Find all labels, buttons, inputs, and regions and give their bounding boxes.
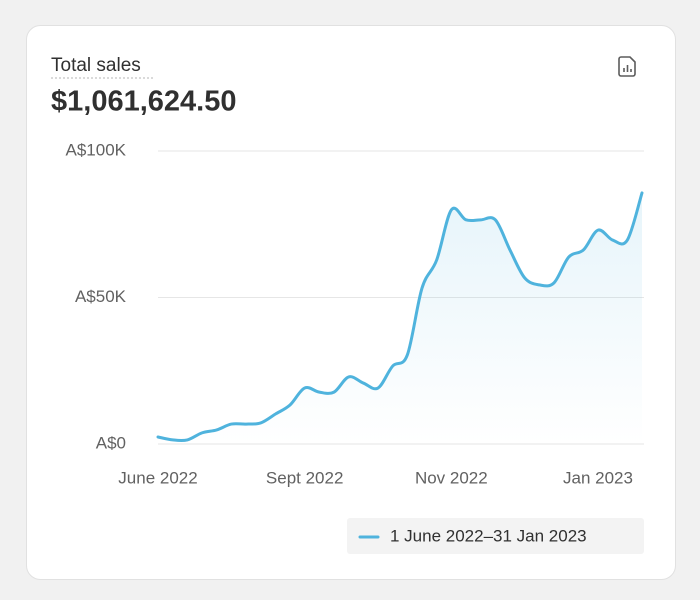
legend-label: 1 June 2022–31 Jan 2023 [390,526,587,545]
x-tick-label: June 2022 [118,468,197,487]
total-value: $1,061,624.50 [51,86,236,118]
x-tick-label: Jan 2023 [563,468,633,487]
line [156,191,644,443]
legend [347,518,644,554]
y-tick-label: A$50K [75,287,127,306]
area [158,192,642,444]
y-tick-label: A$0 [96,433,126,452]
x-tick-label: Sept 2022 [266,468,344,487]
report-icon[interactable] [618,56,636,77]
x-tick-label: Nov 2022 [415,468,488,487]
chart-title: Total sales [51,55,141,76]
y-tick-label: A$100K [66,140,127,159]
